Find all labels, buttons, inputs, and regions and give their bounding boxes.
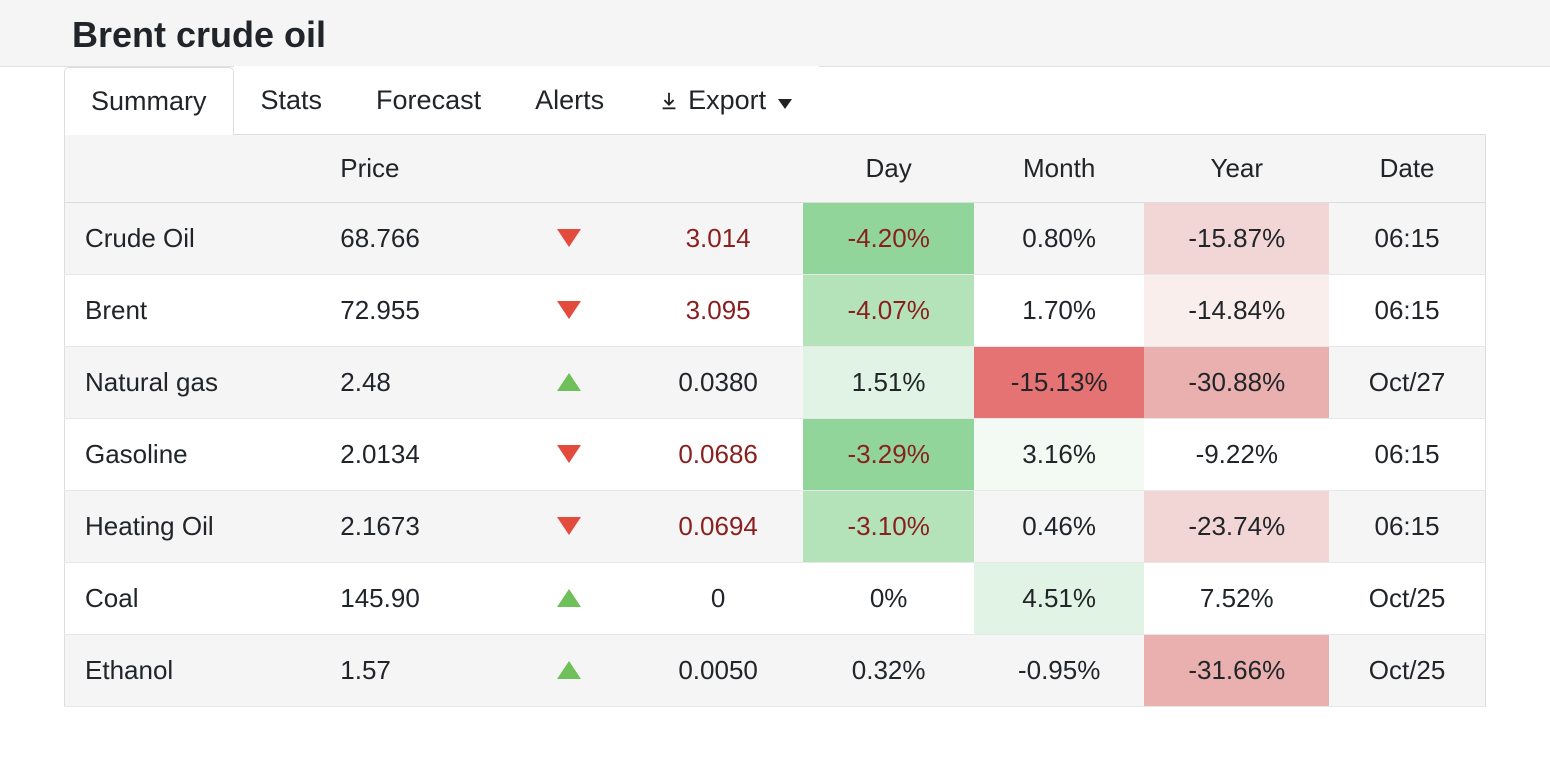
year-change: 7.52% — [1144, 563, 1329, 635]
table-row[interactable]: Ethanol1.57 0.00500.32%-0.95%-31.66%Oct/2… — [65, 635, 1486, 707]
direction-cell — [505, 203, 633, 275]
date-value: 06:15 — [1329, 491, 1485, 563]
price-value: 1.57 — [320, 635, 505, 707]
year-change: -30.88% — [1144, 347, 1329, 419]
month-change: -15.13% — [974, 347, 1145, 419]
month-change: 0.80% — [974, 203, 1145, 275]
change-value: 3.014 — [633, 203, 804, 275]
column-header — [65, 135, 321, 203]
triangle-up-icon — [557, 589, 581, 607]
tab-label: Alerts — [535, 85, 604, 115]
price-value: 145.90 — [320, 563, 505, 635]
month-change: 1.70% — [974, 275, 1145, 347]
change-value: 0.0380 — [633, 347, 804, 419]
change-value: 0 — [633, 563, 804, 635]
commodities-table: Price DayMonthYearDate Crude Oil68.766 3.0… — [64, 134, 1486, 707]
date-value: 06:15 — [1329, 203, 1485, 275]
month-change: 3.16% — [974, 419, 1145, 491]
price-value: 2.48 — [320, 347, 505, 419]
price-value: 2.1673 — [320, 491, 505, 563]
year-change: -15.87% — [1144, 203, 1329, 275]
year-change: -23.74% — [1144, 491, 1329, 563]
year-change: -14.84% — [1144, 275, 1329, 347]
commodity-name: Crude Oil — [65, 203, 321, 275]
commodity-name: Gasoline — [65, 419, 321, 491]
table-row[interactable]: Brent72.955 3.095-4.07%1.70%-14.84%06:15 — [65, 275, 1486, 347]
day-change: 1.51% — [803, 347, 974, 419]
direction-cell — [505, 275, 633, 347]
direction-cell — [505, 419, 633, 491]
direction-cell — [505, 563, 633, 635]
change-value: 3.095 — [633, 275, 804, 347]
direction-cell — [505, 491, 633, 563]
commodity-name: Heating Oil — [65, 491, 321, 563]
date-value: 06:15 — [1329, 275, 1485, 347]
year-change: -31.66% — [1144, 635, 1329, 707]
column-header: Date — [1329, 135, 1485, 203]
page-title: Brent crude oil — [72, 14, 1478, 56]
commodity-name: Ethanol — [65, 635, 321, 707]
direction-cell — [505, 347, 633, 419]
triangle-down-icon — [557, 229, 581, 247]
day-change: 0% — [803, 563, 974, 635]
table-row[interactable]: Coal145.90 00%4.51%7.52%Oct/25 — [65, 563, 1486, 635]
tabs: Summary Stats Forecast Alerts Export — [0, 66, 1550, 134]
change-value: 0.0694 — [633, 491, 804, 563]
column-header: Day — [803, 135, 974, 203]
tab-stats[interactable]: Stats — [234, 66, 350, 134]
change-value: 0.0686 — [633, 419, 804, 491]
day-change: -3.10% — [803, 491, 974, 563]
triangle-down-icon — [557, 445, 581, 463]
day-change: -3.29% — [803, 419, 974, 491]
column-header: Price — [320, 135, 505, 203]
triangle-up-icon — [557, 373, 581, 391]
download-icon — [658, 90, 680, 112]
table-row[interactable]: Gasoline2.0134 0.0686-3.29%3.16%-9.22%06:… — [65, 419, 1486, 491]
date-value: 06:15 — [1329, 419, 1485, 491]
tab-label: Forecast — [376, 85, 481, 115]
table-row[interactable]: Heating Oil2.1673 0.0694-3.10%0.46%-23.74… — [65, 491, 1486, 563]
date-value: Oct/27 — [1329, 347, 1485, 419]
price-value: 68.766 — [320, 203, 505, 275]
chevron-down-icon — [778, 85, 792, 116]
column-header — [505, 135, 633, 203]
day-change: -4.07% — [803, 275, 974, 347]
tab-label: Summary — [91, 86, 207, 116]
column-header: Month — [974, 135, 1145, 203]
change-value: 0.0050 — [633, 635, 804, 707]
table-row[interactable]: Natural gas2.48 0.03801.51%-15.13%-30.88%… — [65, 347, 1486, 419]
table-wrap: Price DayMonthYearDate Crude Oil68.766 3.0… — [0, 134, 1550, 707]
tab-summary[interactable]: Summary — [64, 67, 234, 135]
month-change: -0.95% — [974, 635, 1145, 707]
tab-export[interactable]: Export — [631, 66, 819, 134]
tab-alerts[interactable]: Alerts — [508, 66, 631, 134]
table-header-row: Price DayMonthYearDate — [65, 135, 1486, 203]
day-change: -4.20% — [803, 203, 974, 275]
column-header: Year — [1144, 135, 1329, 203]
tab-label: Export — [688, 85, 766, 116]
page-header: Brent crude oil — [0, 0, 1550, 67]
commodity-name: Natural gas — [65, 347, 321, 419]
month-change: 4.51% — [974, 563, 1145, 635]
triangle-down-icon — [557, 517, 581, 535]
commodity-name: Brent — [65, 275, 321, 347]
column-header — [633, 135, 804, 203]
date-value: Oct/25 — [1329, 563, 1485, 635]
price-value: 2.0134 — [320, 419, 505, 491]
date-value: Oct/25 — [1329, 635, 1485, 707]
month-change: 0.46% — [974, 491, 1145, 563]
tab-forecast[interactable]: Forecast — [349, 66, 508, 134]
price-value: 72.955 — [320, 275, 505, 347]
tab-label: Stats — [261, 85, 323, 115]
day-change: 0.32% — [803, 635, 974, 707]
commodity-name: Coal — [65, 563, 321, 635]
table-row[interactable]: Crude Oil68.766 3.014-4.20%0.80%-15.87%06… — [65, 203, 1486, 275]
triangle-down-icon — [557, 301, 581, 319]
direction-cell — [505, 635, 633, 707]
triangle-up-icon — [557, 661, 581, 679]
year-change: -9.22% — [1144, 419, 1329, 491]
